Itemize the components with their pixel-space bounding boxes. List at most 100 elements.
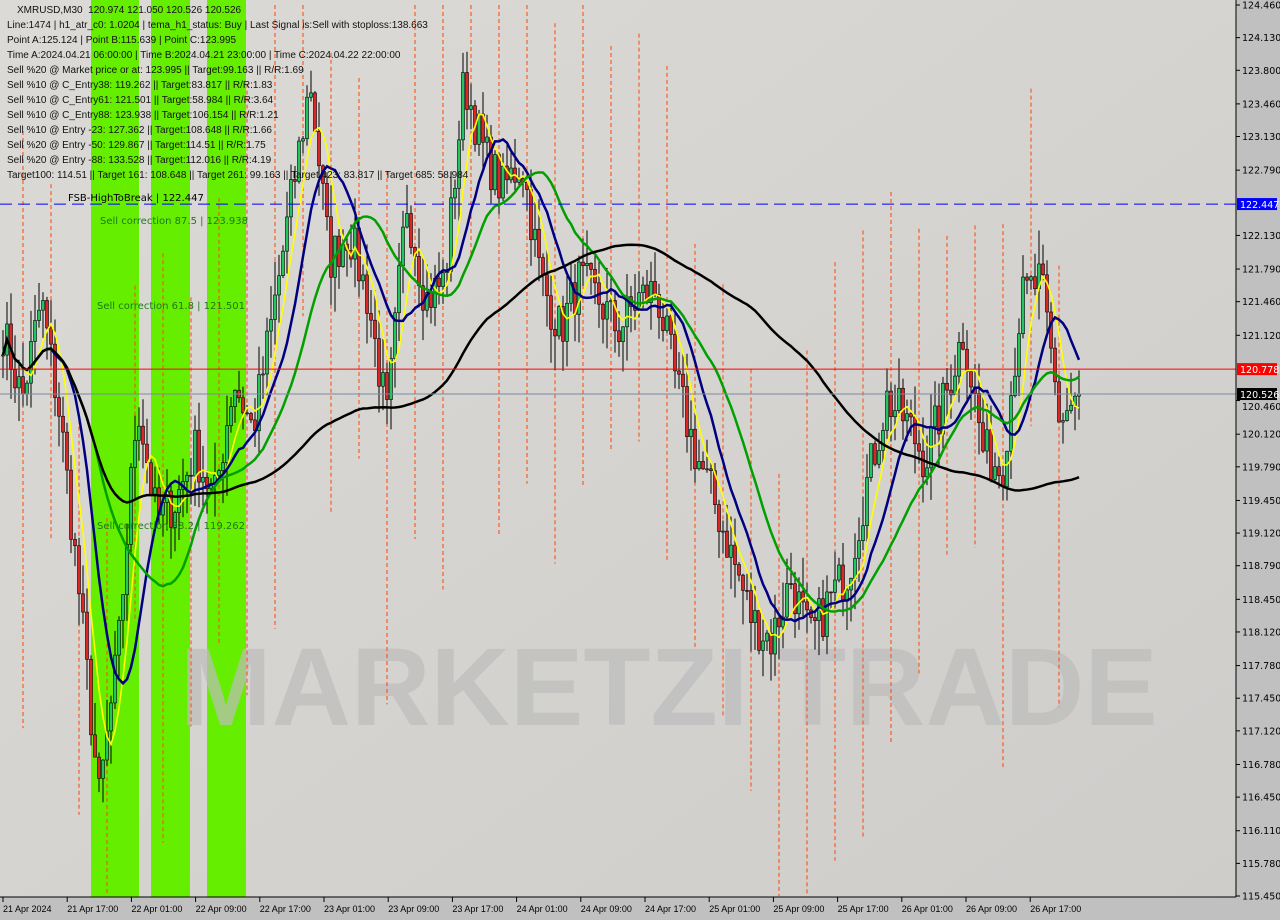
y-tick-label: 123.130 — [1242, 132, 1280, 143]
correction-label: Sell correction 61.8 | 121.501 — [97, 301, 245, 312]
candle-body — [681, 373, 685, 387]
candle-body — [725, 530, 729, 558]
candle-body — [585, 263, 589, 267]
candle-body — [465, 72, 469, 110]
candle-body — [261, 373, 265, 376]
candle-body — [909, 413, 913, 418]
candle-body — [1069, 404, 1073, 411]
info-line: Sell %10 @ C_Entry61: 121.501 || Target:… — [7, 95, 274, 106]
candle-body — [893, 410, 897, 418]
candle-body — [193, 429, 197, 477]
candle-body — [245, 412, 249, 415]
candle-body — [81, 593, 85, 613]
level-name-label: FSB-HighToBreak | 122.447 — [68, 193, 204, 204]
candle-body — [661, 317, 665, 331]
candle-body — [861, 525, 865, 541]
candle-body — [757, 610, 761, 651]
candle-body — [721, 530, 725, 533]
candle-body — [857, 540, 861, 559]
indicator-info-panel: XMRUSD,M30 120.974 121.050 120.526 120.5… — [7, 3, 468, 183]
candle-body — [921, 450, 925, 478]
candle-body — [897, 387, 901, 411]
y-tick-label: 119.450 — [1242, 496, 1280, 507]
candle-body — [557, 306, 561, 337]
candle-body — [769, 632, 773, 655]
candle-body — [289, 179, 293, 218]
candle-body — [981, 422, 985, 452]
candle-body — [753, 610, 757, 623]
x-tick-label: 21 Apr 17:00 — [67, 904, 118, 914]
ma-navy-line — [1, 138, 1081, 686]
candle-body — [873, 443, 877, 465]
candle-body — [877, 450, 881, 465]
candle-body — [701, 461, 705, 470]
candle-body — [693, 428, 697, 470]
candle-body — [365, 274, 369, 314]
candle-body — [405, 213, 409, 228]
y-tick-label: 116.110 — [1242, 826, 1280, 837]
x-tick-label: 24 Apr 17:00 — [645, 904, 696, 914]
ma-fast-line — [2, 113, 1080, 747]
y-tick-label: 121.460 — [1242, 297, 1280, 308]
candle-body — [781, 616, 785, 628]
x-tick-label: 24 Apr 09:00 — [581, 904, 632, 914]
candle-body — [905, 413, 909, 422]
candle-body — [705, 468, 709, 471]
x-tick-label: 26 Apr 17:00 — [1030, 904, 1081, 914]
candle-body — [1009, 395, 1013, 452]
candle-body — [717, 504, 721, 532]
y-tick-label: 122.130 — [1242, 231, 1280, 242]
price-level-tag — [1237, 198, 1277, 211]
candle-body — [417, 256, 421, 287]
candle-body — [381, 372, 385, 387]
candle-body — [133, 440, 137, 468]
candle-body — [825, 591, 829, 637]
candle-body — [221, 462, 225, 471]
candle-body — [373, 319, 377, 339]
candle-body — [965, 348, 969, 372]
candle-body — [601, 303, 605, 320]
candle-body — [21, 376, 25, 395]
candle-body — [589, 263, 593, 270]
candle-body — [801, 591, 805, 603]
candle-body — [125, 544, 129, 595]
candle-body — [41, 300, 45, 311]
candle-body — [425, 292, 429, 311]
candle-body — [613, 300, 617, 332]
candle-body — [713, 470, 717, 505]
y-tick-label: 117.450 — [1242, 694, 1280, 705]
candle-body — [493, 154, 497, 191]
candle-body — [393, 312, 397, 359]
candle-body — [913, 416, 917, 445]
candle-body — [833, 579, 837, 593]
candle-body — [293, 179, 297, 182]
candle-body — [57, 397, 61, 417]
info-line: Sell %10 @ C_Entry88: 123.938 || Target:… — [7, 110, 279, 121]
candle-body — [729, 544, 733, 558]
candle-body — [853, 557, 857, 579]
candle-body — [881, 430, 885, 451]
y-tick-label: 115.450 — [1242, 892, 1280, 903]
price-level-tag — [1237, 363, 1277, 376]
correction-label: Sell correction 87.5 | 123.938 — [100, 216, 248, 227]
candle-body — [225, 425, 229, 464]
candle-body — [889, 390, 893, 418]
candle-body — [869, 443, 873, 478]
candle-body — [117, 619, 121, 656]
candle-body — [145, 443, 149, 464]
correction-label: Sell correction 38.2 | 119.262 — [97, 521, 245, 532]
candle-body — [297, 140, 301, 182]
candle-body — [17, 376, 21, 389]
candle-body — [401, 226, 405, 267]
candle-body — [45, 300, 49, 329]
candle-body — [69, 469, 73, 540]
x-tick-label: 23 Apr 01:00 — [324, 904, 375, 914]
candle-body — [673, 333, 677, 372]
candle-body — [1029, 276, 1033, 281]
candle-body — [837, 564, 841, 581]
y-tick-label: 120.460 — [1242, 402, 1280, 413]
candle-body — [989, 429, 993, 480]
candle-body — [841, 564, 845, 602]
candle-body — [169, 490, 173, 528]
